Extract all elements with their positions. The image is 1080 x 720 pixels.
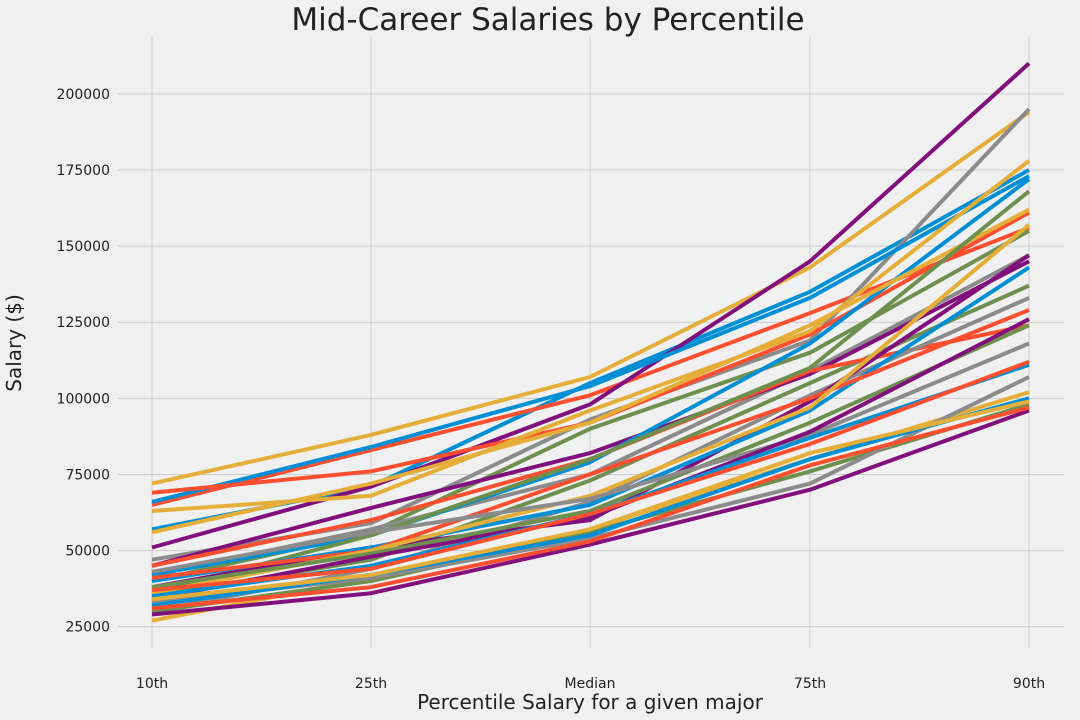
series-line (151, 323, 1030, 590)
y-tick-label: 25000 (65, 620, 110, 636)
y-tick-label: 75000 (65, 467, 110, 483)
series-line (151, 308, 1030, 580)
series-line (151, 61, 1031, 550)
y-tick-label: 150000 (57, 239, 110, 255)
x-tick-label: 10th (136, 676, 168, 692)
y-tick-label: 200000 (57, 87, 110, 103)
chart-title: Mid-Career Salaries by Percentile (291, 2, 804, 38)
series-line (151, 396, 1030, 608)
series-line (151, 408, 1030, 617)
x-tick-label: Median (565, 676, 616, 692)
y-tick-label: 100000 (57, 391, 110, 407)
series-line (151, 317, 1030, 602)
series-group (151, 61, 1031, 623)
series-line (151, 110, 1031, 486)
series-line (151, 405, 1030, 611)
series-line (151, 341, 1030, 574)
series-line (151, 174, 1030, 504)
x-axis-label: Percentile Salary for a given major (417, 690, 764, 714)
y-tick-label: 125000 (57, 315, 110, 331)
x-tick-label: 75th (794, 676, 826, 692)
tick-labels: 25000 50000 75000 100000 125000 150000 175000 2… (57, 87, 1046, 692)
series-line (151, 259, 1030, 568)
x-tick-label: 90th (1013, 676, 1045, 692)
y-tick-label: 50000 (65, 544, 110, 560)
series-line (151, 399, 1030, 602)
y-axis-label: Salary ($) (2, 294, 26, 392)
x-tick-label: 25th (355, 676, 387, 692)
series-line (151, 359, 1030, 593)
series-line (151, 189, 1031, 596)
series-line (151, 207, 1030, 535)
y-tick-label: 175000 (57, 163, 110, 179)
